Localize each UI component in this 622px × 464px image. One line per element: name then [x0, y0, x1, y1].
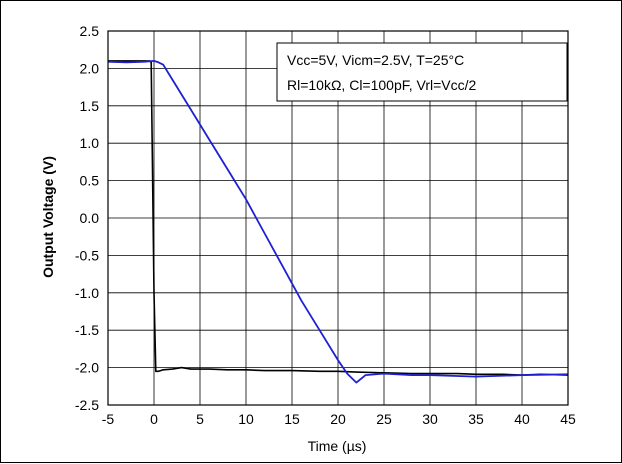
x-tick-label: 5	[196, 411, 204, 427]
y-axis-title: Output Voltage (V)	[40, 156, 56, 278]
y-tick-label: -2.0	[75, 360, 99, 376]
x-tick-label: 15	[284, 411, 300, 427]
x-tick-label: 45	[560, 411, 576, 427]
annotation-box: Vcc=5V, Vicm=2.5V, T=25°C Rl=10kΩ, Cl=10…	[276, 42, 568, 102]
x-tick-label: 20	[330, 411, 346, 427]
x-tick-label: 25	[376, 411, 392, 427]
y-tick-label: 1.0	[80, 135, 100, 151]
series-line-1	[108, 60, 569, 376]
x-tick-label: 10	[238, 411, 254, 427]
x-tick-label: 30	[422, 411, 438, 427]
y-tick-label: -0.5	[75, 247, 99, 263]
plot-border	[107, 30, 569, 406]
x-tick-label: 40	[514, 411, 530, 427]
y-tick-label: 0.5	[80, 173, 100, 189]
x-axis-title: Time (µs)	[308, 438, 367, 454]
series-line-2	[107, 60, 569, 384]
y-tick-label: 2.0	[80, 60, 100, 76]
x-tick-label: -5	[102, 411, 115, 427]
annotation-box-rect	[276, 42, 568, 102]
x-tick-label: 35	[468, 411, 484, 427]
annotation-line-1: Vcc=5V, Vicm=2.5V, T=25°C	[287, 52, 464, 68]
annotation-line-2: Rl=10kΩ, Cl=100pF, Vrl=Vcc/2	[287, 77, 477, 93]
y-tick-label: 2.5	[80, 23, 100, 39]
series-group	[107, 60, 569, 384]
x-tick-labels: -5 0 5 10 15 20 25 30 35 40 45	[102, 411, 576, 427]
y-tick-label: -1.5	[75, 322, 99, 338]
y-tick-label: -2.5	[75, 397, 99, 413]
y-tick-label: 0.0	[80, 210, 100, 226]
y-tick-labels: 2.5 2.0 1.5 1.0 0.5 0.0 -0.5 -1.0 -1.5 -2.0 -2.5	[75, 23, 99, 413]
y-tick-label: 1.5	[80, 98, 100, 114]
y-tick-label: -1.0	[75, 285, 99, 301]
x-tick-label: 0	[150, 411, 158, 427]
